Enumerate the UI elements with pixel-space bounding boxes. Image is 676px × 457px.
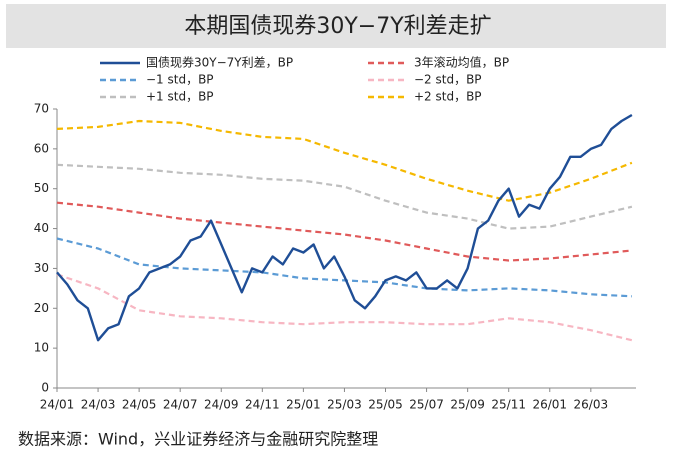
title-bar — [6, 4, 666, 48]
legend-label: +2 std，BP — [414, 90, 482, 104]
band-line — [56, 119, 633, 202]
x-tick-label: 26/01 — [532, 398, 567, 412]
x-tick-label: 25/09 — [450, 398, 485, 412]
band-line — [56, 163, 633, 230]
x-tick-label: 25/11 — [491, 398, 526, 412]
legend-label: −1 std，BP — [146, 73, 214, 87]
band-line — [56, 273, 633, 342]
y-tick-label: 70 — [34, 102, 49, 116]
legend-label: −2 std，BP — [414, 73, 482, 87]
band-line — [56, 201, 633, 262]
band-line — [56, 237, 632, 298]
y-tick-label: 20 — [34, 301, 49, 315]
y-tick-label: 0 — [41, 381, 49, 395]
y-tick-label: 40 — [34, 221, 49, 235]
x-tick-label: 24/07 — [163, 398, 198, 412]
x-tick-label: 24/03 — [81, 398, 116, 412]
x-tick-label: 24/09 — [204, 398, 239, 412]
source-note: 数据来源：Wind，兴业证券经济与金融研究院整理 — [18, 430, 378, 449]
x-tick-label: 25/05 — [368, 398, 403, 412]
x-tick-label: 24/11 — [245, 398, 280, 412]
x-tick-label: 24/05 — [122, 398, 157, 412]
legend-label: 3年滚动均值，BP — [414, 55, 509, 70]
y-tick-label: 30 — [34, 261, 49, 275]
spread-line — [56, 113, 633, 342]
legend-label: 国债现券30Y−7Y利差，BP — [146, 55, 293, 70]
legend-label: +1 std，BP — [146, 90, 214, 104]
x-tick-label: 26/03 — [574, 398, 609, 412]
y-tick-label: 60 — [34, 141, 49, 155]
y-tick-label: 50 — [34, 181, 49, 195]
x-tick-label: 25/03 — [327, 398, 362, 412]
x-tick-label: 25/01 — [286, 398, 321, 412]
chart-title: 本期国债现券30Y−7Y利差走扩 — [184, 14, 491, 39]
x-tick-label: 24/01 — [40, 398, 75, 412]
y-tick-label: 10 — [34, 341, 49, 355]
x-tick-label: 25/07 — [409, 398, 444, 412]
